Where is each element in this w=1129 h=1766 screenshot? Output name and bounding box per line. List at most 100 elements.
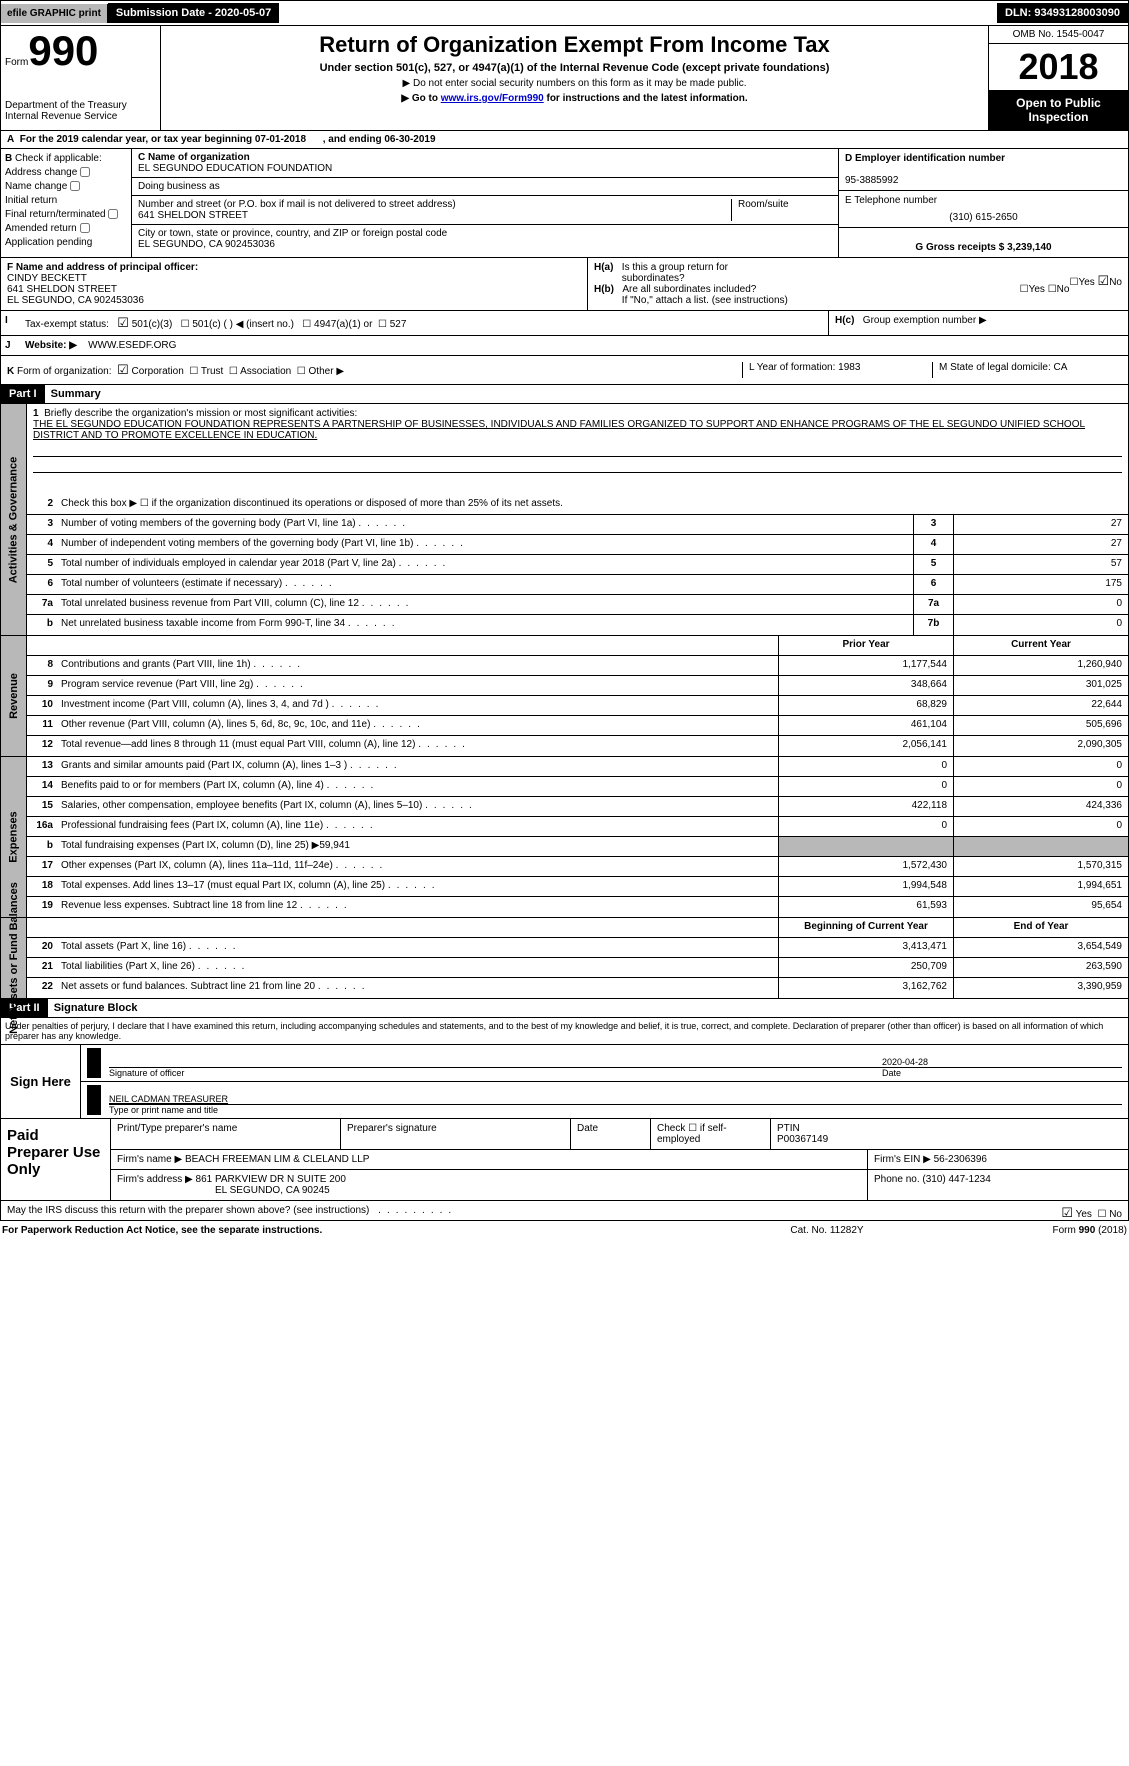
exp-line: bTotal fundraising expenses (Part IX, co… [27, 837, 1128, 857]
website: Website: ▶ WWW.ESEDF.ORG [19, 336, 1128, 355]
chk-final[interactable]: Final return/terminated [5, 209, 127, 220]
discuss-row: May the IRS discuss this return with the… [0, 1201, 1129, 1221]
prep-addr-row: Firm's address ▶ 861 PARKVIEW DR N SUITE… [111, 1170, 1128, 1200]
form-header: Form990 Department of the Treasury Inter… [0, 26, 1129, 131]
row-i: I Tax-exempt status: ☑ 501(c)(3) ☐ 501(c… [0, 311, 1129, 336]
footer: For Paperwork Reduction Act Notice, see … [0, 1221, 1129, 1240]
efile-label: efile GRAPHIC print [1, 4, 108, 23]
cell-phone: E Telephone number(310) 615-2650 [839, 191, 1128, 228]
section-b: B Check if applicable: Address change Na… [0, 149, 1129, 258]
state-domicile: M State of legal domicile: CA [932, 362, 1122, 378]
col-b-right: D Employer identification number95-38859… [838, 149, 1128, 257]
cat-number: Cat. No. 11282Y [727, 1225, 927, 1236]
form-of-org: K Form of organization: ☑ Corporation ☐ … [7, 362, 742, 378]
paperwork-notice: For Paperwork Reduction Act Notice, see … [2, 1225, 727, 1236]
cell-gross: G Gross receipts $ 3,239,140 [839, 228, 1128, 257]
penalty-statement: Under penalties of perjury, I declare th… [0, 1018, 1129, 1045]
rev-line: 9Program service revenue (Part VIII, lin… [27, 676, 1128, 696]
chk-name[interactable]: Name change [5, 181, 127, 192]
preparer-label: Paid Preparer Use Only [1, 1119, 111, 1200]
part-1-header: Part I Summary [0, 385, 1129, 404]
officer-box: F Name and address of principal officer:… [1, 258, 588, 310]
arrow-icon [87, 1085, 101, 1115]
sign-here-label: Sign Here [1, 1045, 81, 1118]
cell-org-name: C Name of organizationEL SEGUNDO EDUCATI… [132, 149, 838, 178]
net-assets-label: Net Assets or Fund Balances [1, 918, 27, 998]
part-2-header: Part II Signature Block [0, 999, 1129, 1018]
form-ref: Form 990 (2018) [927, 1225, 1127, 1236]
gov-line: 7aTotal unrelated business revenue from … [27, 595, 1128, 615]
subtitle-2: ▶ Do not enter social security numbers o… [167, 78, 982, 89]
exp-line: 19Revenue less expenses. Subtract line 1… [27, 897, 1128, 917]
form-prefix: Form [5, 57, 28, 68]
gov-line: 6Total number of volunteers (estimate if… [27, 575, 1128, 595]
tax-exempt: Tax-exempt status: ☑ 501(c)(3) ☐ 501(c) … [19, 311, 828, 335]
subtitle-1: Under section 501(c), 527, or 4947(a)(1)… [167, 62, 982, 74]
signature-section: Sign Here Signature of officer 2020-04-2… [0, 1045, 1129, 1119]
tax-year: 2018 [989, 44, 1128, 90]
h-questions: H(a) Is this a group return for subordin… [588, 258, 1128, 310]
row-j: J Website: ▶ WWW.ESEDF.ORG [0, 336, 1129, 356]
rev-line: 10Investment income (Part VIII, column (… [27, 696, 1128, 716]
open-to-public: Open to Public Inspection [989, 90, 1128, 130]
net-line: 20Total assets (Part X, line 16) ......3… [27, 938, 1128, 958]
governance-label: Activities & Governance [1, 404, 27, 635]
h-c: H(c) Group exemption number ▶ [828, 311, 1128, 335]
irs-link[interactable]: www.irs.gov/Form990 [441, 93, 544, 104]
governance-section: Activities & Governance 1 Briefly descri… [0, 404, 1129, 636]
chk-initial[interactable]: Initial return [5, 195, 127, 206]
gov-line: 5Total number of individuals employed in… [27, 555, 1128, 575]
chk-amended[interactable]: Amended return [5, 223, 127, 234]
omb-number: OMB No. 1545-0047 [989, 26, 1128, 44]
expenses-section: Expenses 13Grants and similar amounts pa… [0, 757, 1129, 918]
net-line: 21Total liabilities (Part X, line 26) ..… [27, 958, 1128, 978]
dln-label: DLN: 93493128003090 [997, 3, 1128, 23]
top-bar: efile GRAPHIC print Submission Date - 20… [0, 0, 1129, 26]
row-a: A For the 2019 calendar year, or tax yea… [0, 131, 1129, 149]
exp-line: 13Grants and similar amounts paid (Part … [27, 757, 1128, 777]
sig-name-row: NEIL CADMAN TREASURERType or print name … [81, 1082, 1128, 1118]
cell-dba: Doing business as [132, 178, 838, 196]
chk-address[interactable]: Address change [5, 167, 127, 178]
header-left: Form990 Department of the Treasury Inter… [1, 26, 161, 130]
exp-line: 17Other expenses (Part IX, column (A), l… [27, 857, 1128, 877]
col-b-mid: C Name of organizationEL SEGUNDO EDUCATI… [131, 149, 838, 257]
form-number: 990 [28, 27, 98, 74]
main-title: Return of Organization Exempt From Incom… [167, 32, 982, 58]
header-center: Return of Organization Exempt From Incom… [161, 26, 988, 130]
net-line: 22Net assets or fund balances. Subtract … [27, 978, 1128, 998]
col-headers-net: Beginning of Current Year End of Year [27, 918, 1128, 938]
exp-line: 14Benefits paid to or for members (Part … [27, 777, 1128, 797]
preparer-section: Paid Preparer Use Only Print/Type prepar… [0, 1119, 1129, 1201]
header-right: OMB No. 1545-0047 2018 Open to Public In… [988, 26, 1128, 130]
exp-line: 15Salaries, other compensation, employee… [27, 797, 1128, 817]
net-assets-section: Net Assets or Fund Balances Beginning of… [0, 918, 1129, 999]
gov-line: bNet unrelated business taxable income f… [27, 615, 1128, 635]
gov-line: 3Number of voting members of the governi… [27, 515, 1128, 535]
col-b-checkboxes: B Check if applicable: Address change Na… [1, 149, 131, 257]
subtitle-3: ▶ Go to www.irs.gov/Form990 for instruct… [167, 93, 982, 104]
cell-ein: D Employer identification number95-38859… [839, 149, 1128, 191]
gov-line: 4Number of independent voting members of… [27, 535, 1128, 555]
rev-line: 12Total revenue—add lines 8 through 11 (… [27, 736, 1128, 756]
cell-street: Number and street (or P.O. box if mail i… [132, 196, 838, 225]
exp-line: 16aProfessional fundraising fees (Part I… [27, 817, 1128, 837]
cell-city: City or town, state or province, country… [132, 225, 838, 253]
rev-line: 8Contributions and grants (Part VIII, li… [27, 656, 1128, 676]
submission-date: Submission Date - 2020-05-07 [108, 3, 279, 23]
arrow-icon [87, 1048, 101, 1078]
exp-line: 18Total expenses. Add lines 13–17 (must … [27, 877, 1128, 897]
row-k: K Form of organization: ☑ Corporation ☐ … [0, 356, 1129, 385]
department: Department of the Treasury Internal Reve… [5, 100, 156, 122]
rev-line: 11Other revenue (Part VIII, column (A), … [27, 716, 1128, 736]
year-formation: L Year of formation: 1983 [742, 362, 932, 378]
chk-pending[interactable]: Application pending [5, 237, 127, 248]
col-headers: Prior Year Current Year [27, 636, 1128, 656]
row-f-h: F Name and address of principal officer:… [0, 258, 1129, 311]
revenue-label: Revenue [1, 636, 27, 756]
mission-line: 1 Briefly describe the organization's mi… [27, 404, 1128, 495]
prep-header-row: Print/Type preparer's name Preparer's si… [111, 1119, 1128, 1150]
prep-firm-row: Firm's name ▶ BEACH FREEMAN LIM & CLELAN… [111, 1150, 1128, 1170]
sig-officer-row: Signature of officer 2020-04-28Date [81, 1045, 1128, 1082]
revenue-section: Revenue Prior Year Current Year 8Contrib… [0, 636, 1129, 757]
